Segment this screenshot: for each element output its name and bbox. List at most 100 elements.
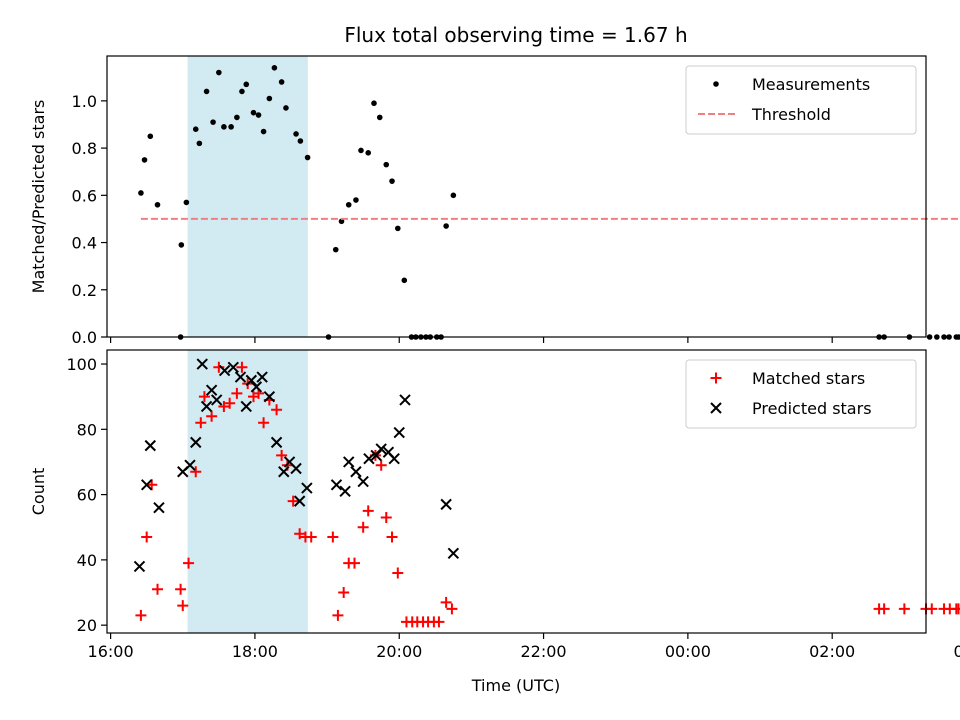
matched-star-point — [375, 459, 387, 471]
measurement-point — [443, 223, 449, 229]
measurement-point — [955, 334, 960, 340]
predicted-star-point — [440, 498, 452, 511]
measurement-point — [297, 138, 304, 144]
count-y-axis-label: Count — [29, 468, 48, 516]
matched-star-point — [332, 609, 344, 621]
legend-measurement-swatch — [713, 81, 719, 87]
predicted-star-point — [399, 394, 411, 406]
predicted-star-point — [240, 400, 252, 413]
predicted-star-point — [375, 443, 387, 455]
x-axis-label: Time (UTC) — [471, 676, 560, 695]
predicted-star-point — [370, 449, 382, 462]
matched-star-point — [177, 600, 189, 612]
matched-star-point — [236, 361, 248, 373]
matched-star-point — [357, 521, 369, 533]
measurement-point — [234, 114, 240, 121]
measurement-point — [239, 88, 245, 95]
measurement-point — [196, 140, 203, 147]
measurement-point — [243, 81, 250, 88]
predicted-star-point — [293, 495, 306, 507]
matched-star-point — [380, 511, 392, 523]
measurement-point — [401, 277, 408, 284]
predicted-star-point — [290, 462, 302, 475]
matched-star-point — [141, 531, 153, 543]
predicted-star-point — [343, 456, 355, 468]
predicted-star-point — [278, 466, 290, 478]
measurement-point — [260, 128, 267, 135]
predicted-star-point — [205, 384, 218, 396]
measurement-point — [332, 246, 339, 253]
matched-star-point — [258, 417, 270, 429]
measurement-point — [255, 112, 262, 118]
legend-matched-swatch — [710, 372, 722, 384]
highlight-span-bottom — [187, 350, 308, 633]
y-tick-label: 0.4 — [72, 234, 97, 253]
y-tick-label: 80 — [77, 420, 97, 439]
y-tick-label: 60 — [77, 486, 97, 505]
matched-star-point — [271, 404, 283, 416]
legend-box — [685, 359, 917, 429]
predicted-star-point — [184, 459, 196, 471]
predicted-star-point — [339, 485, 351, 498]
measurement-point — [178, 242, 185, 248]
measurement-point — [304, 154, 311, 161]
legend-box — [685, 65, 917, 135]
measurement-point — [371, 100, 377, 107]
measurement-point — [221, 124, 227, 130]
ratio-x-ticks — [110, 337, 833, 343]
x-tick-label: 04:00 — [953, 642, 960, 661]
measurement-point — [353, 197, 359, 203]
predicted-star-point — [227, 361, 239, 374]
predicted-star-point — [140, 479, 153, 491]
x-tick-label: 00:00 — [665, 642, 711, 661]
measurement-point — [345, 201, 352, 208]
matched-star-point — [135, 609, 147, 621]
y-tick-label: 40 — [77, 551, 97, 570]
predicted-star-point — [263, 390, 276, 403]
measurement-point — [946, 334, 952, 340]
measurement-point — [271, 65, 278, 71]
measurement-point — [278, 79, 285, 85]
predicted-star-point — [210, 394, 223, 406]
measurement-point — [926, 334, 933, 340]
count-x-ticks: 16:00 18:00 20:00 22:00 00:00 02:00 04:00 — [88, 633, 960, 661]
matched-star-point — [446, 603, 458, 615]
matched-star-point — [206, 410, 218, 422]
measurement-point — [216, 69, 222, 76]
predicted-star-point — [190, 436, 202, 449]
count-series-marks — [133, 358, 960, 628]
matched-star-point — [198, 391, 210, 403]
measurement-point — [283, 105, 289, 111]
predicted-star-point — [133, 560, 146, 573]
matched-star-point — [218, 400, 230, 412]
legend-label: Predicted stars — [752, 399, 872, 418]
measurement-point — [934, 334, 940, 340]
predicted-star-point — [153, 501, 165, 514]
measurement-point — [376, 114, 383, 121]
highlight-span-top — [187, 56, 308, 337]
measurement-point — [358, 147, 364, 154]
matched-star-point — [338, 587, 350, 599]
matched-star-point — [386, 531, 398, 543]
matched-star-point — [305, 531, 317, 543]
measurement-point — [192, 126, 199, 133]
measurement-point — [941, 334, 947, 340]
predicted-star-point — [250, 381, 263, 393]
matched-star-point — [349, 557, 361, 569]
legend-label: Matched stars — [752, 369, 865, 388]
ratio-legend: Measurements Threshold — [685, 65, 917, 135]
legend-predicted-swatch — [710, 402, 722, 414]
matched-star-point — [327, 531, 339, 543]
matched-star-point — [190, 466, 202, 478]
legend-label: Measurements — [752, 75, 870, 94]
x-tick-label: 20:00 — [376, 642, 422, 661]
y-tick-label: 0.0 — [72, 328, 97, 347]
y-tick-label: 100 — [66, 355, 97, 374]
matched-star-point — [362, 505, 374, 517]
predicted-star-point — [388, 452, 400, 465]
ratio-y-axis-label: Matched/Predicted stars — [29, 100, 48, 294]
measurement-point — [147, 133, 154, 140]
matched-star-point — [878, 603, 890, 615]
predicted-star-point — [330, 479, 343, 491]
